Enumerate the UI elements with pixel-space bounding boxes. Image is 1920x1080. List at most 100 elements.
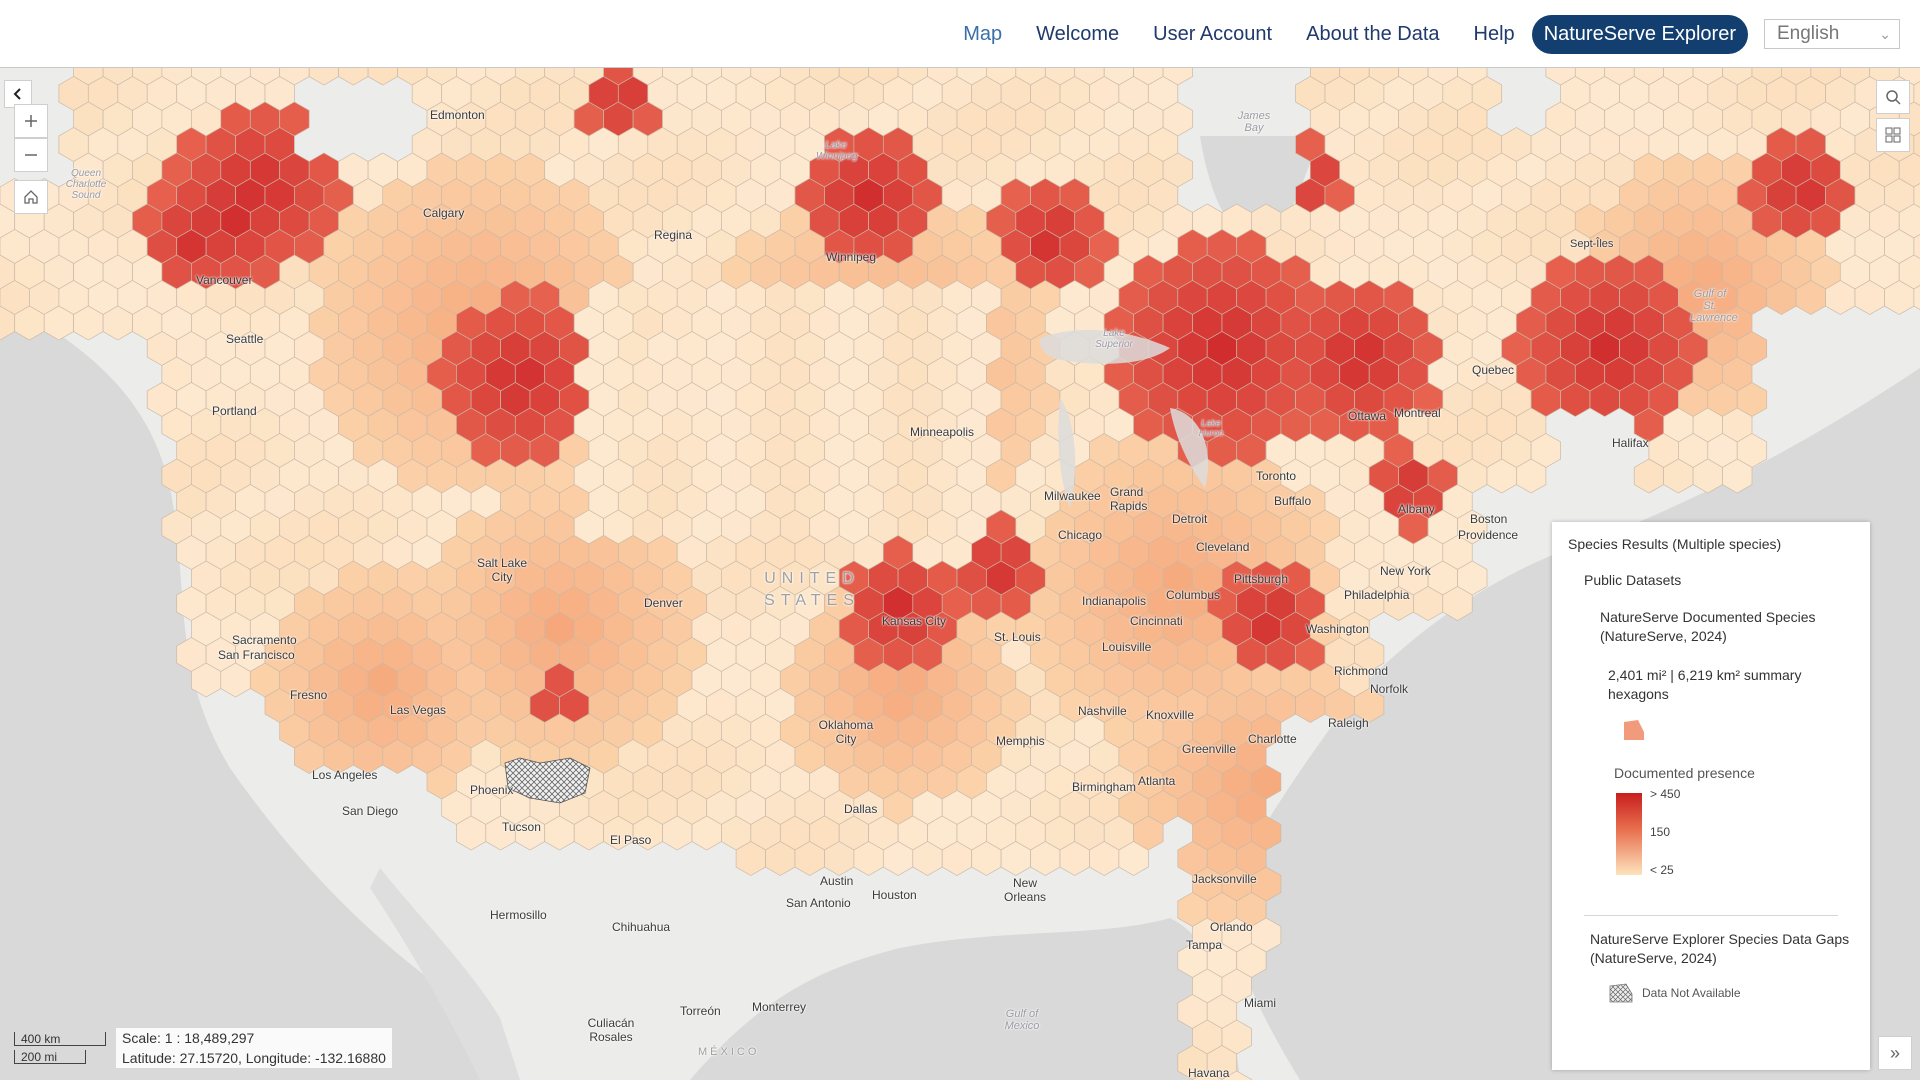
hatch-swatch-icon (1609, 983, 1633, 1003)
place-label: Seattle (226, 332, 264, 346)
place-label: Washington (1306, 622, 1369, 636)
natureserve-explorer-button[interactable]: NatureServe Explorer (1531, 14, 1748, 54)
place-label: Austin (820, 874, 854, 888)
legend-panel: Species Results (Multiple species) Publi… (1552, 522, 1870, 1070)
expand-panel-button[interactable]: » (1878, 1036, 1912, 1070)
legend-na-row: Data Not Available (1608, 982, 1854, 1004)
place-label: Nashville (1078, 704, 1127, 718)
place-label: Denver (644, 596, 683, 610)
place-label: Raleigh (1328, 716, 1369, 730)
home-icon (24, 190, 38, 204)
legend-hex-swatch (1624, 720, 1644, 740)
place-label: Dallas (844, 802, 878, 816)
place-label: Birmingham (1072, 780, 1137, 794)
place-label: Cleveland (1196, 540, 1250, 554)
place-label: Culiacán Rosales (587, 1016, 635, 1044)
water-label: James Bay (1237, 110, 1271, 134)
legend-na-label: Data Not Available (1642, 986, 1741, 1000)
water-label: Lake Winnipeg (816, 140, 858, 162)
nav-menu: Map Welcome User Account About the Data … (946, 14, 1900, 54)
lake-michigan (1058, 398, 1076, 508)
country-label: MÉXICO (698, 1046, 760, 1058)
place-label: Milwaukee (1044, 489, 1101, 503)
place-label: Torreón (680, 1004, 721, 1018)
coordinates-text: Latitude: 27.15720, Longitude: -132.1688… (122, 1050, 386, 1066)
summary-hexagon (1913, 285, 1920, 310)
nav-link-map[interactable]: Map (963, 22, 1003, 45)
lake-superior (1039, 329, 1170, 364)
place-label: Fresno (290, 688, 328, 702)
nav-link-welcome[interactable]: Welcome (1036, 22, 1120, 45)
place-label: Knoxville (1146, 708, 1195, 722)
place-label: Portland (212, 404, 257, 418)
place-label: Sacramento (232, 633, 297, 647)
place-label: Atlanta (1138, 774, 1176, 788)
place-label: Chihuahua (612, 920, 671, 934)
pacific-ocean (0, 298, 520, 1080)
nav-link-help[interactable]: Help (1473, 22, 1515, 45)
nav-link-about-the-data[interactable]: About the Data (1306, 22, 1440, 45)
plus-icon (25, 115, 37, 127)
place-label: Grand Rapids (1110, 485, 1148, 513)
place-label: Quebec (1472, 363, 1515, 377)
place-label: Halifax (1612, 436, 1649, 450)
summary-hexagon (1516, 458, 1547, 494)
place-label: Vancouver (196, 273, 253, 287)
language-select[interactable]: English ⌄ (1764, 19, 1900, 49)
scale-text: Scale: 1 : 18,489,297 (122, 1030, 255, 1046)
zoom-out-button[interactable] (14, 138, 48, 172)
summary-hexagon (1354, 688, 1385, 723)
place-label: San Diego (342, 804, 399, 818)
summary-hexagon (1442, 586, 1473, 621)
zoom-in-button[interactable] (14, 104, 48, 138)
place-label: Toronto (1256, 469, 1297, 483)
chevron-down-icon: ⌄ (1879, 25, 1891, 42)
place-label: Hermosillo (490, 908, 547, 922)
place-label: Calgary (423, 206, 465, 220)
place-label: New Orleans (1003, 876, 1047, 904)
place-label: Cincinnati (1130, 614, 1183, 628)
water-label: Lake Superior (1095, 328, 1133, 350)
place-label: Kansas City (882, 614, 947, 628)
place-label: Minneapolis (910, 425, 975, 439)
nav-link-user-account[interactable]: User Account (1153, 22, 1273, 45)
place-label: Las Vegas (390, 703, 447, 717)
place-label: Salt Lake City (476, 556, 528, 584)
place-label: Memphis (996, 734, 1045, 748)
place-label: Monterrey (752, 1000, 807, 1014)
place-label: Oklahoma City (818, 718, 874, 746)
hexagon-layer (0, 68, 1920, 1080)
summary-hexagon (1192, 1070, 1223, 1080)
place-label: Richmond (1334, 664, 1389, 678)
place-label: Houston (872, 888, 917, 902)
summary-hexagon (1221, 1070, 1252, 1080)
place-label: Sept-Îles (1570, 238, 1614, 250)
place-label: Jacksonville (1192, 872, 1257, 886)
legend-ramp-bar (1616, 793, 1642, 875)
legend-gaps-layer-name: NatureServe Explorer Species Data Gaps (… (1590, 931, 1850, 966)
place-label: Los Angeles (312, 768, 378, 782)
collapse-panel-button[interactable] (4, 80, 32, 108)
place-label: Greenville (1182, 742, 1237, 756)
legend-divider (1584, 915, 1838, 916)
place-label: Edmonton (430, 108, 485, 122)
home-button[interactable] (14, 180, 48, 214)
summary-hexagon (1118, 841, 1149, 876)
search-button[interactable] (1876, 80, 1910, 114)
lake-huron (1170, 408, 1209, 488)
coordinate-readout: Scale: 1 : 18,489,297 Latitude: 27.15720… (116, 1028, 392, 1068)
basemap-button[interactable] (1876, 118, 1910, 152)
scale-bar: 400 km 200 mi (14, 1032, 106, 1064)
legend-color-ramp: > 450 150 < 25 (1616, 787, 1854, 877)
water-label: Gulf of St. Lawrence (1690, 288, 1738, 324)
water-label: Gulf of Mexico (1004, 1008, 1040, 1032)
legend-presence-label: Documented presence (1614, 765, 1755, 781)
place-label: Tucson (502, 820, 541, 834)
double-chevron-right-icon: » (1889, 1042, 1900, 1063)
place-label: Winnipeg (826, 250, 877, 264)
place-label: Phoenix (470, 783, 514, 797)
scale-bar-km: 400 km (14, 1032, 106, 1046)
place-label: Philadelphia (1344, 588, 1410, 602)
place-label: Boston (1470, 512, 1508, 526)
place-label: St. Louis (994, 630, 1041, 644)
